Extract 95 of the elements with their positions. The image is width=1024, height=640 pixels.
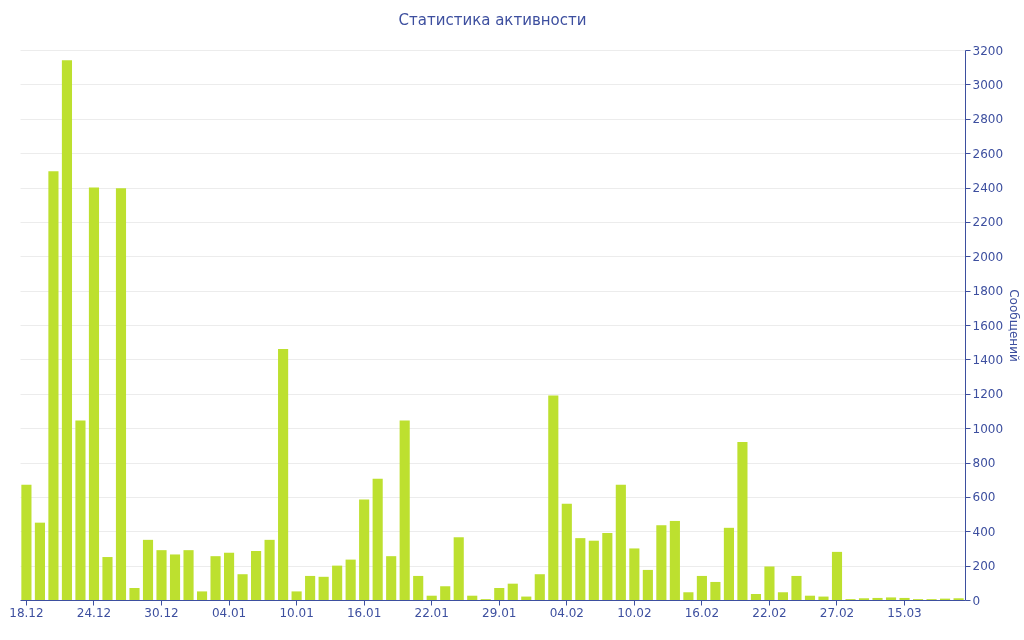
bar	[237, 574, 248, 600]
bar	[210, 556, 221, 600]
bar	[575, 538, 586, 600]
bar	[683, 592, 694, 600]
bar	[88, 187, 100, 600]
bar	[453, 537, 464, 600]
x-tick-label: 16.01	[346, 605, 382, 620]
bar	[696, 575, 707, 600]
bar	[61, 60, 73, 600]
bar	[534, 574, 545, 600]
y2-tick-label: 2400	[972, 181, 1004, 195]
bar	[115, 188, 127, 600]
bar	[142, 539, 154, 600]
bar	[34, 522, 45, 600]
bar	[642, 569, 653, 600]
bar	[399, 420, 410, 600]
bar	[791, 575, 802, 600]
bar	[291, 591, 302, 600]
bar	[872, 597, 883, 600]
bar	[413, 575, 424, 600]
bar	[183, 550, 194, 600]
x-tick-label: 24.12	[76, 605, 112, 620]
bar	[75, 420, 86, 600]
y2-tick-label: 800	[972, 456, 996, 470]
bar	[440, 586, 451, 600]
bar	[656, 525, 667, 600]
bar	[345, 559, 356, 600]
bar	[602, 532, 613, 600]
bar	[804, 595, 816, 600]
y2-tick-label: 1800	[972, 284, 1004, 299]
x-tick-label: 30.12	[144, 605, 179, 620]
x-tick-label: 22.02	[752, 605, 787, 620]
y2-tick-label: 1600	[972, 318, 1004, 333]
bar	[669, 520, 680, 600]
y2-tick-label: 2000	[972, 249, 1004, 264]
bar	[359, 499, 370, 600]
bar	[548, 395, 559, 600]
x-tick-label: 15.03	[887, 605, 922, 620]
bar	[264, 539, 275, 600]
bar	[831, 551, 843, 600]
y2-tick-label: 1000	[972, 421, 1004, 436]
bar	[21, 484, 32, 600]
x-tick-label: 22.01	[414, 605, 449, 620]
x-tick-label: 04.02	[549, 605, 584, 620]
bar	[899, 597, 910, 600]
bar	[885, 597, 897, 600]
bar	[764, 566, 775, 600]
y2-axis-title: Сообщений	[1007, 289, 1022, 362]
y2-tick-label: 0	[972, 593, 981, 608]
bar	[818, 596, 829, 600]
y2-tick-label: 3000	[972, 77, 1004, 92]
y2-tick-label: 2800	[972, 112, 1004, 127]
bar	[224, 552, 235, 600]
bar	[467, 595, 478, 600]
chart-title: Статистика активности	[398, 11, 587, 29]
bar	[723, 527, 734, 600]
bar	[196, 591, 208, 600]
bar	[251, 551, 262, 600]
y2-tick-label: 400	[972, 524, 996, 539]
y2-tick-label: 1400	[972, 352, 1004, 367]
bar	[494, 587, 505, 600]
bar	[332, 565, 343, 600]
bar	[629, 548, 640, 600]
bar	[129, 587, 140, 600]
x-tick-label: 29.01	[482, 605, 517, 620]
bar	[737, 441, 748, 600]
x-tick-label: 10.01	[279, 605, 314, 620]
bar	[710, 581, 721, 600]
bar	[102, 557, 113, 600]
x-tick-label: 04.01	[211, 605, 247, 620]
bar	[278, 349, 289, 600]
bar	[48, 171, 59, 600]
x-tick-label: 16.02	[684, 605, 720, 620]
bar	[561, 503, 572, 600]
x-tick-label: 10.02	[617, 605, 652, 620]
bar	[750, 593, 761, 600]
y2-tick-label: 600	[972, 490, 996, 505]
bar	[318, 576, 329, 600]
y2-tick-label: 1200	[972, 387, 1004, 402]
y2-tick-label: 2200	[972, 215, 1004, 230]
bar	[615, 484, 626, 600]
y2-tick-label: 2600	[972, 146, 1004, 161]
bar	[386, 556, 397, 600]
bar	[426, 595, 437, 600]
bar	[305, 575, 316, 600]
bar	[156, 550, 167, 600]
y2-tick-label: 3200	[972, 43, 1004, 58]
x-tick-label: 27.02	[819, 605, 855, 620]
x-tick-label: 18.12	[9, 605, 44, 620]
bar	[588, 540, 599, 600]
bar	[777, 592, 789, 600]
bar	[169, 554, 181, 600]
bar	[507, 583, 518, 600]
bar	[372, 478, 383, 600]
y2-tick-label: 200	[972, 559, 996, 574]
